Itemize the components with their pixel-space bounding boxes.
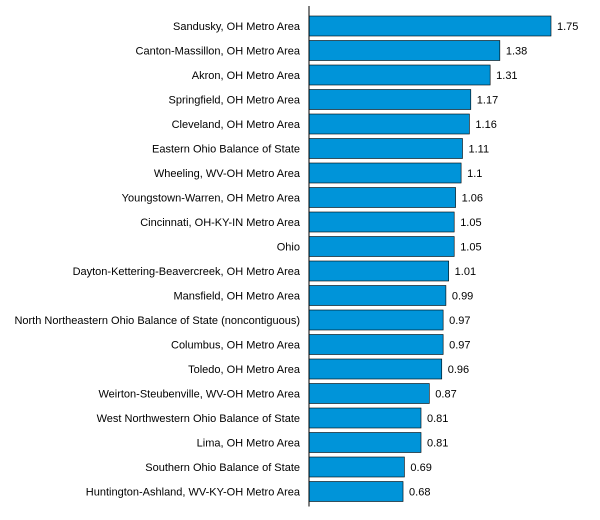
value-label: 1.16: [475, 119, 496, 131]
value-label: 1.05: [460, 217, 481, 229]
category-label: West Northwestern Ohio Balance of State: [97, 413, 300, 425]
value-label: 1.1: [467, 168, 482, 180]
bar: [308, 456, 405, 478]
bar: [308, 260, 449, 282]
bar: [308, 64, 491, 86]
value-label: 0.68: [409, 487, 430, 499]
category-label: Toledo, OH Metro Area: [188, 364, 301, 376]
bar: [308, 40, 501, 61]
category-label: Ohio: [277, 242, 300, 254]
value-label: 0.97: [449, 340, 470, 352]
category-labels: Sandusky, OH Metro Area Canton-Massillon,…: [14, 21, 300, 499]
bar: [308, 285, 447, 306]
category-label: Canton-Massillon, OH Metro Area: [136, 46, 301, 58]
bar: [308, 162, 462, 184]
value-label: 1.75: [557, 21, 578, 33]
bars: [308, 15, 552, 502]
value-label: 1.31: [496, 70, 517, 82]
value-label: 0.97: [449, 315, 470, 327]
category-label: Youngstown-Warren, OH Metro Area: [122, 193, 301, 205]
category-label: Weirton-Steubenville, WV-OH Metro Area: [98, 389, 300, 401]
bar: [308, 187, 456, 208]
category-label: Wheeling, WV-OH Metro Area: [154, 168, 301, 180]
category-label: Eastern Ohio Balance of State: [152, 144, 300, 156]
value-label: 0.81: [427, 413, 448, 425]
category-label: Springfield, OH Metro Area: [169, 95, 301, 107]
bar: [308, 236, 455, 257]
bar: [308, 309, 444, 331]
value-labels: 1.75 1.38 1.31 1.17 1.16 1.11 1.1 1.06 1.05 1.05 1…: [409, 21, 578, 499]
value-label: 1.05: [460, 242, 481, 254]
bar: [308, 481, 404, 502]
bar: [308, 432, 422, 453]
category-label: Columbus, OH Metro Area: [171, 340, 301, 352]
category-label: Akron, OH Metro Area: [192, 70, 301, 82]
value-label: 0.99: [452, 291, 473, 303]
bar: [308, 334, 444, 355]
value-label: 1.38: [506, 46, 527, 58]
category-label: Cincinnati, OH-KY-IN Metro Area: [140, 217, 301, 229]
value-label: 1.17: [477, 95, 498, 107]
value-label: 0.81: [427, 438, 448, 450]
category-label: Sandusky, OH Metro Area: [173, 21, 301, 33]
bar: [308, 113, 470, 135]
bar: [308, 358, 443, 380]
bar: [308, 211, 455, 233]
value-label: 1.01: [455, 266, 476, 278]
value-label: 0.69: [410, 462, 431, 474]
bar: [308, 407, 422, 429]
bar: [308, 89, 472, 110]
bar: [308, 383, 430, 404]
category-label: Southern Ohio Balance of State: [145, 462, 300, 474]
value-label: 1.06: [462, 193, 483, 205]
category-label: Lima, OH Metro Area: [197, 438, 301, 450]
category-label: Cleveland, OH Metro Area: [172, 119, 301, 131]
category-label: Huntington-Ashland, WV-KY-OH Metro Area: [86, 487, 301, 499]
category-label: Mansfield, OH Metro Area: [173, 291, 300, 303]
value-label: 1.11: [468, 144, 489, 156]
category-label: Dayton-Kettering-Beavercreek, OH Metro A…: [73, 266, 301, 278]
bar: [308, 15, 552, 37]
value-label: 0.87: [435, 389, 456, 401]
value-label: 0.96: [448, 364, 469, 376]
category-label: North Northeastern Ohio Balance of State…: [14, 315, 300, 327]
bar: [308, 138, 463, 159]
